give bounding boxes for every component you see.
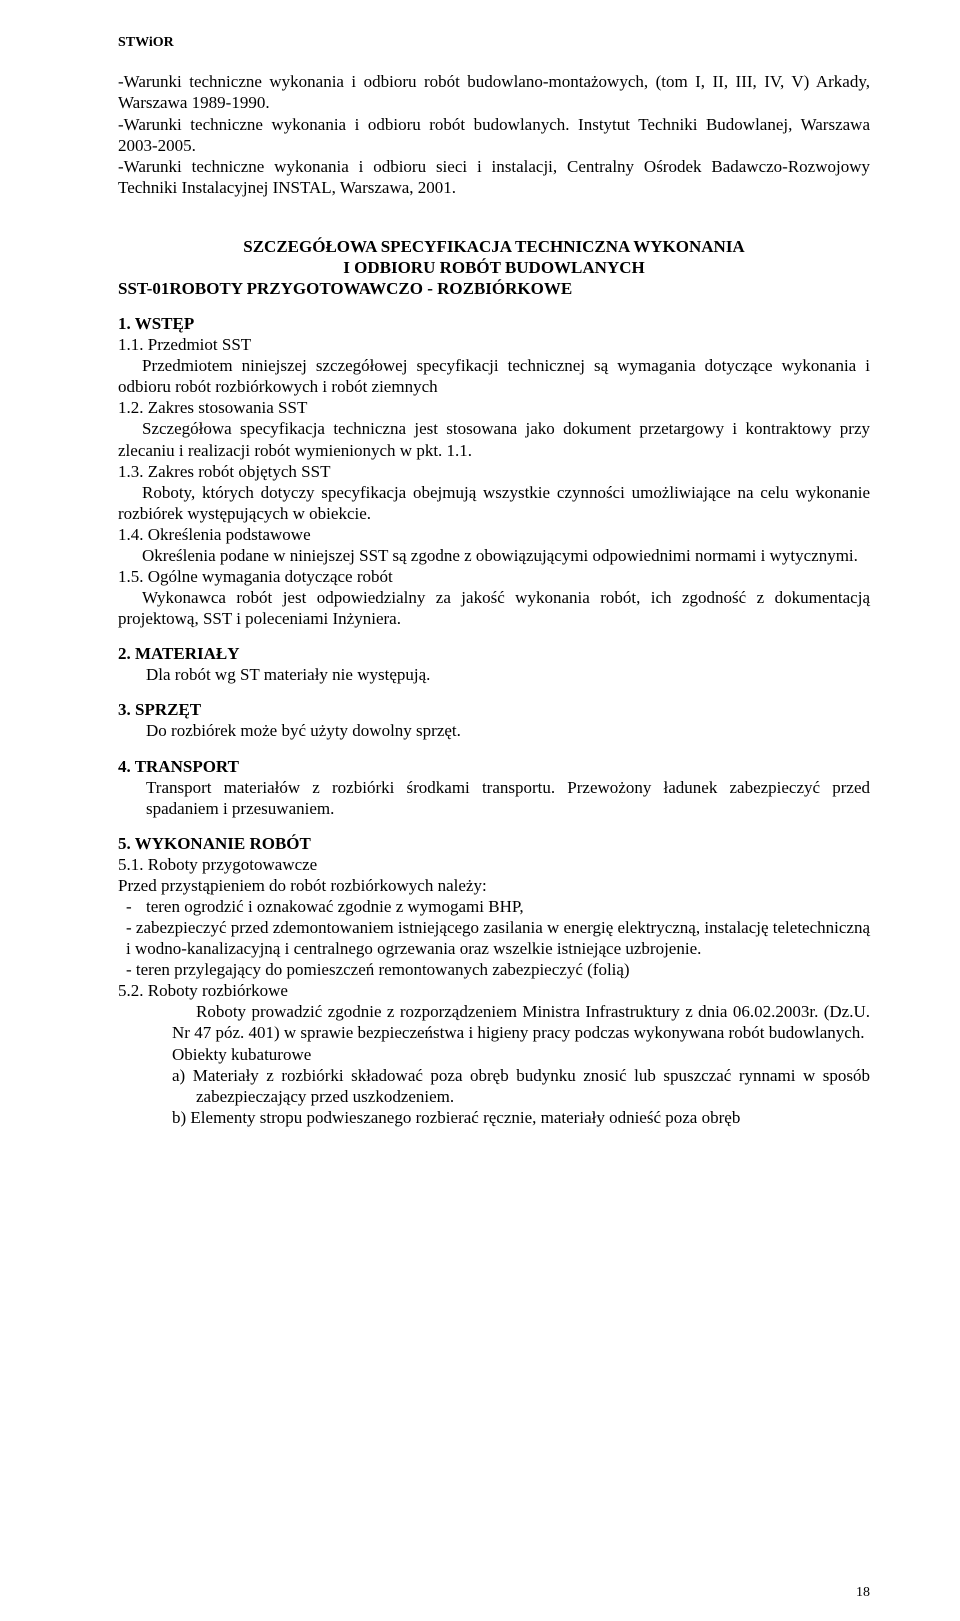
section-1-heading: 1. WSTĘP — [118, 313, 870, 334]
reference-item: -Warunki techniczne wykonania i odbioru … — [118, 71, 870, 113]
section-4-body: Transport materiałów z rozbiórki środkam… — [118, 777, 870, 819]
spec-title-line2: I ODBIORU ROBÓT BUDOWLANYCH — [118, 257, 870, 278]
section-3-heading: 3. SPRZĘT — [118, 699, 870, 720]
subsection-5-2-body1: Roboty prowadzić zgodnie z rozporządzeni… — [118, 1001, 870, 1043]
section-3-body: Do rozbiórek może być użyty dowolny sprz… — [118, 720, 870, 741]
subsection-1-2-body: Szczegółowa specyfikacja techniczna jest… — [118, 418, 870, 460]
subsection-1-4-body: Określenia podane w niniejszej SST są zg… — [118, 545, 870, 566]
subsection-1-1-head: 1.1. Przedmiot SST — [118, 334, 870, 355]
subsection-1-3-body: Roboty, których dotyczy specyfikacja obe… — [118, 482, 870, 524]
spec-title-line1: SZCZEGÓŁOWA SPECYFIKACJA TECHNICZNA WYKO… — [118, 236, 870, 257]
reference-item: -Warunki techniczne wykonania i odbioru … — [118, 114, 870, 156]
subsection-1-3-head: 1.3. Zakres robót objętych SST — [118, 461, 870, 482]
subsection-5-1-head: 5.1. Roboty przygotowawcze — [118, 854, 870, 875]
subsection-1-1-body: Przedmiotem niniejszej szczegółowej spec… — [118, 355, 870, 397]
section-2-heading: 2. MATERIAŁY — [118, 643, 870, 664]
page-header-code: STWiOR — [118, 34, 870, 51]
document-page: STWiOR -Warunki techniczne wykonania i o… — [0, 0, 960, 1621]
subsection-5-2-b: b) Elementy stropu podwieszanego rozbier… — [118, 1107, 870, 1128]
page-number: 18 — [856, 1584, 870, 1601]
subsection-5-2-head: 5.2. Roboty rozbiórkowe — [118, 980, 870, 1001]
section-4-heading: 4. TRANSPORT — [118, 756, 870, 777]
section-2-body: Dla robót wg ST materiały nie występują. — [118, 664, 870, 685]
subsection-1-5-body: Wykonawca robót jest odpowiedzialny za j… — [118, 587, 870, 629]
dash-icon: - — [126, 896, 132, 917]
subsection-5-2-a: a) Materiały z rozbiórki składować poza … — [118, 1065, 870, 1107]
subsection-1-4-head: 1.4. Określenia podstawowe — [118, 524, 870, 545]
subsection-5-2-obk: Obiekty kubaturowe — [118, 1044, 870, 1065]
subsection-5-1-item1: - teren ogrodzić i oznakować zgodnie z w… — [118, 896, 870, 917]
section-5-heading: 5. WYKONANIE ROBÓT — [118, 833, 870, 854]
subsection-5-1-item3: - teren przylegający do pomieszczeń remo… — [118, 959, 870, 980]
reference-item: -Warunki techniczne wykonania i odbioru … — [118, 156, 870, 198]
subsection-1-5-head: 1.5. Ogólne wymagania dotyczące robót — [118, 566, 870, 587]
list-text: teren ogrodzić i oznakować zgodnie z wym… — [146, 897, 524, 916]
spec-subtitle: SST-01ROBOTY PRZYGOTOWAWCZO - ROZBIÓRKOW… — [118, 278, 870, 299]
subsection-5-1-item2: - zabezpieczyć przed zdemontowaniem istn… — [118, 917, 870, 959]
subsection-5-1-intro: Przed przystąpieniem do robót rozbiórkow… — [118, 875, 870, 896]
subsection-1-2-head: 1.2. Zakres stosowania SST — [118, 397, 870, 418]
